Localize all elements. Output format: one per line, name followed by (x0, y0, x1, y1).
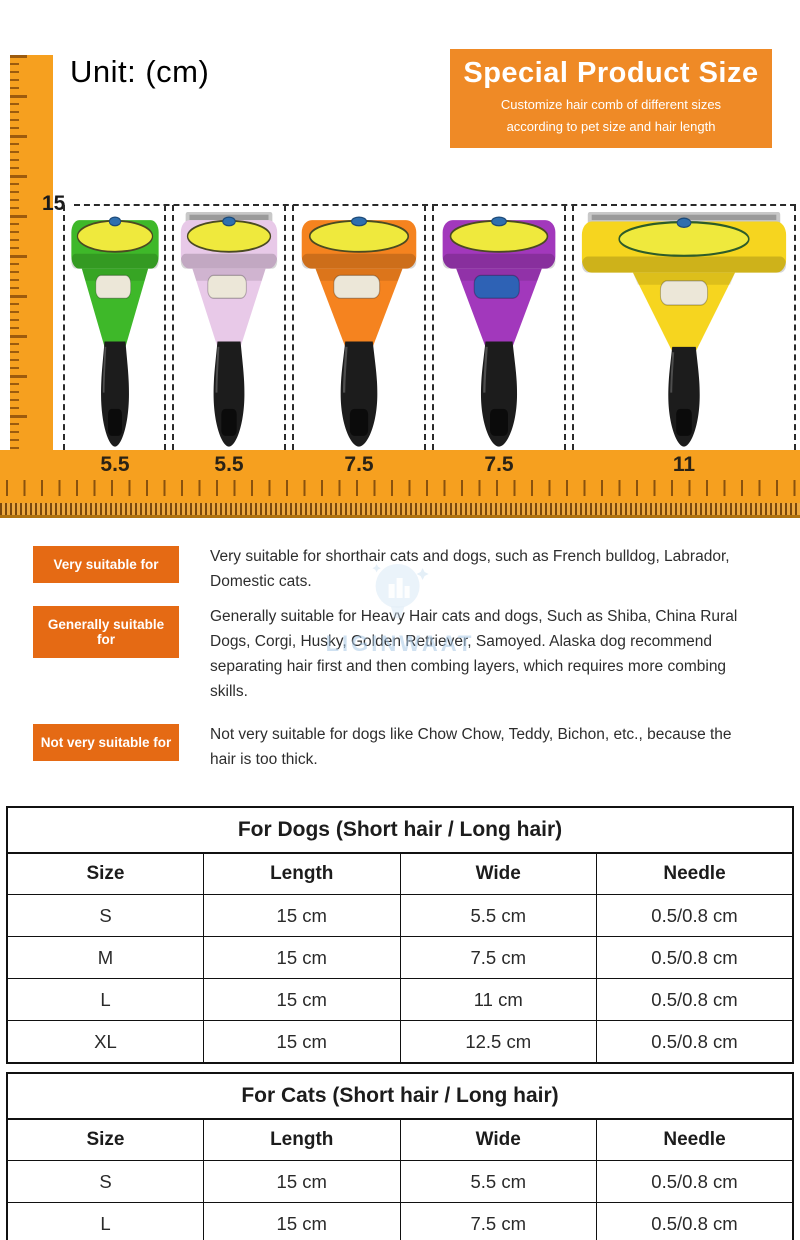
cell-needle: 0.5/0.8 cm (596, 1160, 794, 1203)
suitability-row: Generally suitable for Generally suitabl… (33, 604, 760, 704)
cell-size: XL (6, 1020, 204, 1064)
cell-wide: 5.5 cm (399, 1160, 597, 1203)
cell-length: 15 cm (203, 1160, 401, 1203)
unit-label: Unit: (cm) (70, 54, 210, 89)
height-measure-line (74, 204, 796, 206)
cell-length: 15 cm (203, 1202, 401, 1240)
column-header-needle: Needle (596, 1118, 794, 1161)
cell-size: M (6, 936, 204, 979)
table-header-row: Size Length Wide Needle (6, 852, 794, 895)
vertical-ruler-icon (10, 55, 53, 453)
cell-needle: 0.5/0.8 cm (596, 936, 794, 979)
cell-size: S (6, 1160, 204, 1203)
table-row: L 15 cm 11 cm 0.5/0.8 cm (6, 978, 794, 1021)
cell-wide: 12.5 cm (399, 1020, 597, 1064)
brush-orange-figure (301, 216, 417, 447)
table-title: For Dogs (Short hair / Long hair) (6, 806, 794, 854)
table-row: S 15 cm 5.5 cm 0.5/0.8 cm (6, 894, 794, 937)
column-header-length: Length (203, 852, 401, 895)
table-title-row: For Dogs (Short hair / Long hair) (6, 806, 794, 854)
cell-needle: 0.5/0.8 cm (596, 978, 794, 1021)
measure-box-orange (292, 205, 426, 450)
ruler-scene: Unit: (cm) Special Product Size Customiz… (0, 0, 800, 518)
cell-wide: 7.5 cm (399, 936, 597, 979)
measure-box-yellow (572, 205, 796, 450)
measure-boxes (63, 205, 796, 450)
table-header-row: Size Length Wide Needle (6, 1118, 794, 1161)
dogs-size-table: For Dogs (Short hair / Long hair) Size L… (6, 806, 794, 1064)
horizontal-ruler-icon: 5.5 5.5 7.5 7.5 11 (0, 450, 800, 518)
ruler-width-label: 7.5 (484, 453, 514, 476)
table-title: For Cats (Short hair / Long hair) (6, 1072, 794, 1120)
column-header-wide: Wide (399, 1118, 597, 1161)
special-size-banner: Special Product Size Customize hair comb… (450, 49, 772, 148)
cell-length: 15 cm (203, 1020, 401, 1064)
cell-size: S (6, 894, 204, 937)
not-suitable-badge: Not very suitable for (33, 724, 179, 761)
ruler-width-label: 11 (672, 453, 696, 476)
cell-wide: 11 cm (399, 978, 597, 1021)
cell-wide: 5.5 cm (399, 894, 597, 937)
table-row: L 15 cm 7.5 cm 0.5/0.8 cm (6, 1202, 794, 1240)
cell-length: 15 cm (203, 978, 401, 1021)
generally-suitable-badge: Generally suitable for (33, 606, 179, 658)
table-row: S 15 cm 5.5 cm 0.5/0.8 cm (6, 1160, 794, 1203)
table-title-row: For Cats (Short hair / Long hair) (6, 1072, 794, 1120)
banner-subtitle-line1: Customize hair comb of different sizes (500, 97, 722, 112)
cell-needle: 0.5/0.8 cm (596, 1202, 794, 1240)
column-header-needle: Needle (596, 852, 794, 895)
column-header-length: Length (203, 1118, 401, 1161)
cell-size: L (6, 1202, 204, 1240)
banner-subtitle-line2: according to pet size and hair length (506, 119, 716, 134)
suitability-row: Very suitable for Very suitable for shor… (33, 544, 760, 594)
cell-length: 15 cm (203, 936, 401, 979)
suitability-section: LIGINWAAT Very suitable for Very suitabl… (0, 518, 800, 804)
ruler-width-label: 5.5 (214, 453, 244, 476)
brush-yellow-figure (581, 212, 787, 447)
measure-box-pink (172, 205, 286, 450)
not-suitable-text: Not very suitable for dogs like Chow Cho… (210, 726, 732, 768)
suitability-row: Not very suitable for Not very suitable … (33, 722, 760, 772)
banner-title: Special Product Size (463, 57, 759, 89)
brush-green-figure (70, 216, 159, 447)
table-row: M 15 cm 7.5 cm 0.5/0.8 cm (6, 936, 794, 979)
cell-wide: 7.5 cm (399, 1202, 597, 1240)
ruler-width-label: 7.5 (344, 453, 374, 476)
brush-pink-figure (180, 212, 278, 447)
table-row: XL 15 cm 12.5 cm 0.5/0.8 cm (6, 1020, 794, 1064)
very-suitable-badge: Very suitable for (33, 546, 179, 583)
generally-suitable-text: Generally suitable for Heavy Hair cats a… (210, 608, 738, 700)
column-header-size: Size (6, 1118, 204, 1161)
cats-size-table: For Cats (Short hair / Long hair) Size L… (6, 1072, 794, 1240)
column-header-size: Size (6, 852, 204, 895)
measure-box-green (63, 205, 166, 450)
cell-needle: 0.5/0.8 cm (596, 894, 794, 937)
ruler-height-label: 15 (42, 192, 66, 215)
cell-needle: 0.5/0.8 cm (596, 1020, 794, 1064)
brush-purple-figure (442, 216, 556, 447)
ruler-width-label: 5.5 (100, 453, 130, 476)
measure-box-purple (432, 205, 566, 450)
cell-size: L (6, 978, 204, 1021)
column-header-wide: Wide (399, 852, 597, 895)
cell-length: 15 cm (203, 894, 401, 937)
size-tables: For Dogs (Short hair / Long hair) Size L… (6, 806, 794, 1240)
very-suitable-text: Very suitable for shorthair cats and dog… (210, 548, 730, 590)
